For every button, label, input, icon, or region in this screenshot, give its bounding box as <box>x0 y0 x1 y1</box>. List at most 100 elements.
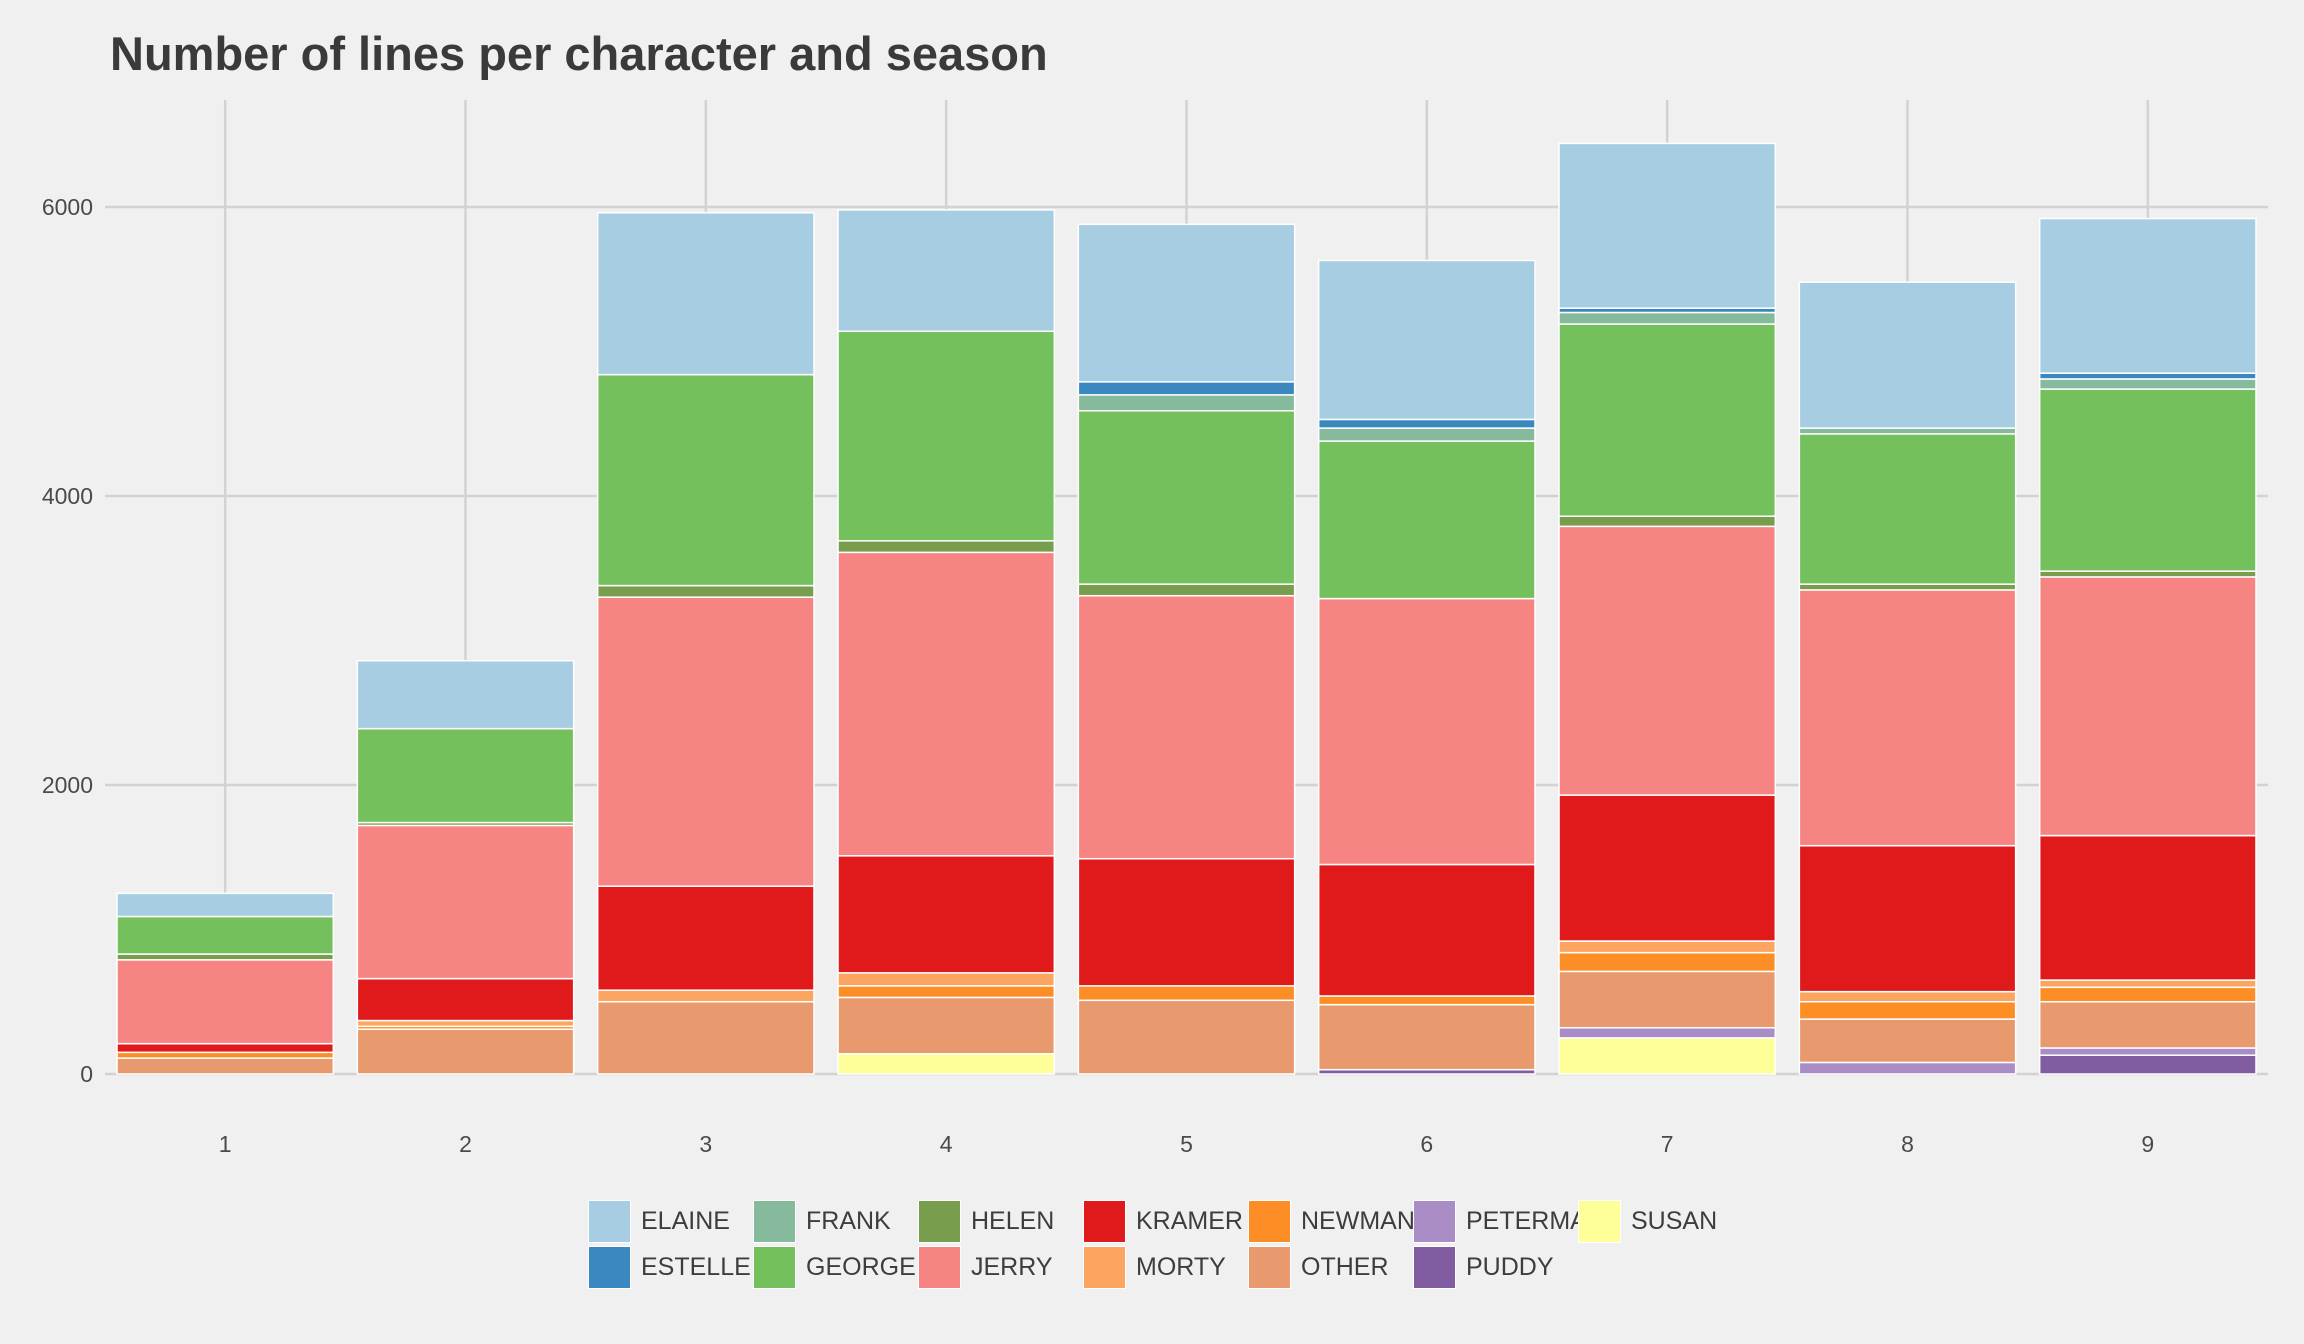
bar-segment-kramer-season-7 <box>1558 794 1777 942</box>
bar-segment-helen-season-7 <box>1558 515 1777 528</box>
legend-item-estelle: ESTELLE <box>588 1244 751 1290</box>
legend-label: JERRY <box>971 1252 1053 1281</box>
legend-swatch <box>753 1199 796 1243</box>
bar-segment-puddy-season-9 <box>2038 1054 2257 1075</box>
bar-segment-other-season-8 <box>1798 1018 2017 1064</box>
legend-label: ELAINE <box>641 1206 730 1235</box>
legend-swatch <box>1248 1245 1291 1289</box>
bar-segment-newman-season-7 <box>1558 951 1777 973</box>
legend-swatch <box>1083 1245 1126 1289</box>
bar-segment-peterman-season-9 <box>2038 1047 2257 1056</box>
legend-swatch <box>753 1245 796 1289</box>
bar-segment-jerry-season-4 <box>837 551 1056 857</box>
legend-swatch <box>588 1199 631 1243</box>
legend-label: GEORGE <box>806 1252 916 1281</box>
legend-label: PUDDY <box>1466 1252 1554 1281</box>
x-tick-label: 4 <box>940 1131 953 1157</box>
bar-segment-elaine-season-3 <box>596 212 815 376</box>
x-tick-label: 5 <box>1180 1131 1193 1157</box>
bar-segment-morty-season-9 <box>2038 979 2257 989</box>
bar-segment-newman-season-8 <box>1798 1001 2017 1020</box>
legend-swatch <box>1083 1199 1126 1243</box>
bar-segment-morty-season-3 <box>596 989 815 1003</box>
bar-segment-helen-season-9 <box>2038 570 2257 578</box>
bar-segment-frank-season-9 <box>2038 378 2257 390</box>
bar-segment-george-season-6 <box>1317 440 1536 600</box>
bar-segment-kramer-season-2 <box>356 977 575 1022</box>
legend-swatch <box>588 1245 631 1289</box>
legend-item-peterman: PETERMAN <box>1413 1198 1605 1244</box>
bar-segment-newman-season-9 <box>2038 986 2257 1003</box>
bar-segment-estelle-season-5 <box>1077 381 1296 396</box>
x-tick-label: 7 <box>1661 1131 1674 1157</box>
bar-segment-newman-season-6 <box>1317 995 1536 1006</box>
bar-segment-elaine-season-1 <box>116 892 335 918</box>
bar-segment-frank-season-6 <box>1317 427 1536 442</box>
bar-segment-elaine-season-5 <box>1077 223 1296 383</box>
legend-label: KRAMER <box>1136 1206 1243 1235</box>
bar-segment-george-season-1 <box>116 915 335 955</box>
legend-swatch <box>918 1199 961 1243</box>
legend-swatch <box>1413 1245 1456 1289</box>
bar-segment-morty-season-4 <box>837 972 1056 987</box>
legend-swatch <box>1248 1199 1291 1243</box>
bar-segment-helen-season-4 <box>837 540 1056 554</box>
x-tick-label: 1 <box>219 1131 232 1157</box>
bar-segment-elaine-season-8 <box>1798 281 2017 429</box>
bar-segment-kramer-season-8 <box>1798 844 2017 993</box>
bar-segment-helen-season-5 <box>1077 583 1296 597</box>
bar-segment-other-season-5 <box>1077 999 1296 1075</box>
x-tick-label: 8 <box>1901 1131 1914 1157</box>
bar-segment-other-season-3 <box>596 1001 815 1075</box>
y-tick-label: 6000 <box>42 194 93 220</box>
legend-label: SUSAN <box>1631 1206 1718 1235</box>
bar-segment-elaine-season-2 <box>356 659 575 730</box>
bar-segment-other-season-2 <box>356 1028 575 1075</box>
bar-segment-newman-season-1 <box>116 1051 335 1059</box>
legend-label: HELEN <box>971 1206 1055 1235</box>
bar-segment-jerry-season-8 <box>1798 589 2017 847</box>
bar-segment-other-season-7 <box>1558 970 1777 1029</box>
legend-item-elaine: ELAINE <box>588 1198 730 1244</box>
y-tick-label: 2000 <box>42 772 93 798</box>
bar-segment-elaine-season-6 <box>1317 259 1536 421</box>
bar-segment-kramer-season-9 <box>2038 834 2257 981</box>
legend-item-kramer: KRAMER <box>1083 1198 1243 1244</box>
bar-segment-morty-season-8 <box>1798 990 2017 1003</box>
legend-item-frank: FRANK <box>753 1198 891 1244</box>
x-tick-label: 3 <box>699 1131 712 1157</box>
bar-segment-frank-season-8 <box>1798 427 2017 435</box>
bar-segment-jerry-season-2 <box>356 824 575 980</box>
y-tick-label: 0 <box>80 1061 93 1087</box>
legend-swatch <box>1413 1199 1456 1243</box>
legend-label: ESTELLE <box>641 1252 751 1281</box>
bar-segment-george-season-7 <box>1558 323 1777 517</box>
bar-segment-elaine-season-4 <box>837 209 1056 333</box>
legend-item-george: GEORGE <box>753 1244 916 1290</box>
legend-item-susan: SUSAN <box>1578 1198 1717 1244</box>
legend-label: OTHER <box>1301 1252 1389 1281</box>
bar-segment-morty-season-2 <box>356 1019 575 1028</box>
bar-segment-kramer-season-4 <box>837 855 1056 974</box>
bar-segment-peterman-season-8 <box>1798 1061 2017 1075</box>
bar-segment-elaine-season-7 <box>1558 142 1777 309</box>
bar-segment-jerry-season-1 <box>116 959 335 1045</box>
bar-segment-frank-season-7 <box>1558 311 1777 325</box>
legend-item-helen: HELEN <box>918 1198 1054 1244</box>
bar-segment-susan-season-7 <box>1558 1037 1777 1075</box>
bar-segment-susan-season-4 <box>837 1053 1056 1075</box>
legend-swatch <box>918 1245 961 1289</box>
bar-segment-jerry-season-5 <box>1077 594 1296 860</box>
bar-segment-helen-season-3 <box>596 584 815 598</box>
bar-segment-george-season-9 <box>2038 388 2257 572</box>
legend-label: NEWMAN <box>1301 1206 1415 1235</box>
bar-segment-newman-season-4 <box>837 985 1056 999</box>
bar-segment-other-season-4 <box>837 996 1056 1055</box>
legend-item-newman: NEWMAN <box>1248 1198 1415 1244</box>
bar-segment-morty-season-7 <box>1558 940 1777 954</box>
bar-segment-jerry-season-3 <box>596 596 815 887</box>
legend-label: FRANK <box>806 1206 891 1235</box>
x-tick-label: 2 <box>459 1131 472 1157</box>
chart-title: Number of lines per character and season <box>110 27 1048 80</box>
x-tick-label: 6 <box>1420 1131 1433 1157</box>
